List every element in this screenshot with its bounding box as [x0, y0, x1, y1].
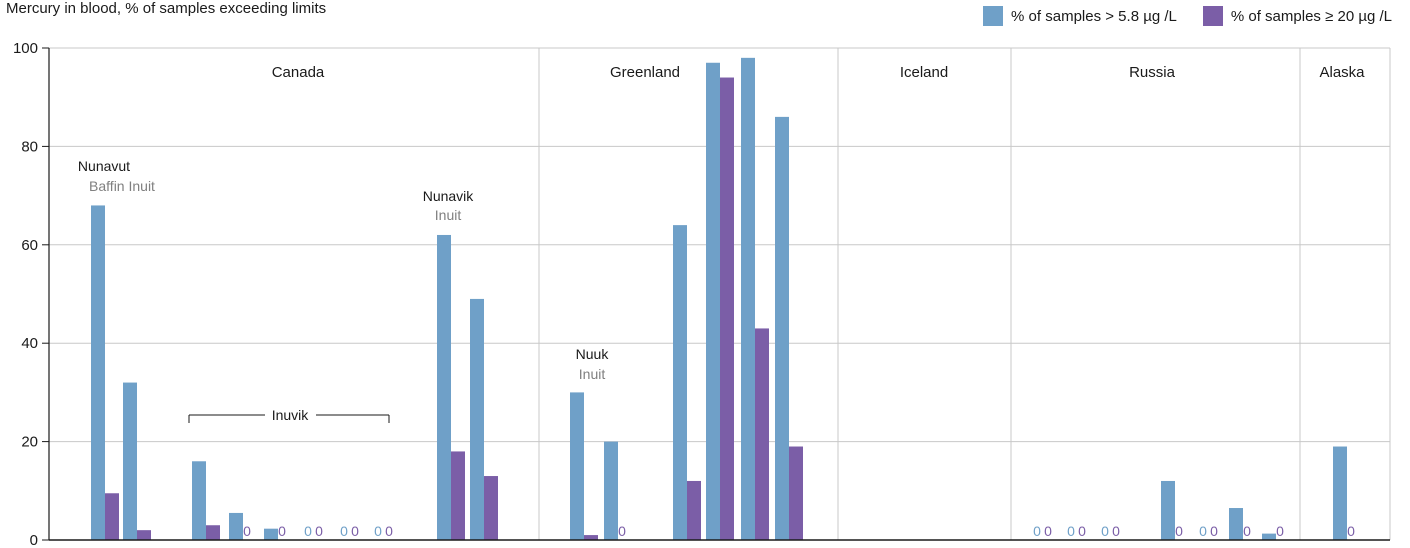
bar-series-2: [484, 476, 498, 540]
bar-series-1: [604, 441, 618, 540]
legend-label-series-1: % of samples > 5.8 µg /L: [1011, 7, 1177, 25]
y-tick-label: 60: [21, 237, 38, 254]
annotation-nuuk: Nuuk: [576, 346, 610, 362]
bar-series-1: [1262, 533, 1276, 540]
legend-item-series-2: % of samples ≥ 20 µg /L: [1202, 6, 1392, 26]
bar-series-2: [687, 480, 701, 540]
zero-label-series-2: 0: [1210, 523, 1218, 539]
zero-label-series-2: 0: [278, 523, 286, 539]
zero-label-series-2: 0: [1347, 523, 1355, 539]
region-label: Russia: [1129, 64, 1176, 81]
bar-series-2: [206, 525, 220, 540]
y-tick-label: 80: [21, 138, 38, 155]
zero-label-series-1: 0: [1067, 523, 1075, 539]
legend: % of samples > 5.8 µg /L % of samples ≥ …: [957, 6, 1392, 26]
zero-label-series-2: 0: [315, 523, 323, 539]
bar-series-1: [1229, 508, 1243, 540]
bar-series-2: [451, 451, 465, 540]
zero-label-series-1: 0: [1033, 523, 1041, 539]
bar-series-1: [1161, 480, 1175, 540]
region-label: Greenland: [610, 64, 680, 81]
bar-series-1: [192, 461, 206, 540]
zero-label-series-1: 0: [304, 523, 312, 539]
bar-series-1: [775, 116, 789, 540]
bar-series-1: [229, 512, 243, 540]
bar-series-2: [755, 328, 769, 540]
annotation-inuvik: Inuvik: [272, 407, 310, 423]
bar-series-1: [673, 225, 687, 540]
chart-title: Mercury in blood, % of samples exceeding…: [6, 0, 327, 17]
y-tick-label: 100: [13, 40, 38, 57]
legend-swatch-series-2: [1202, 6, 1223, 26]
bar-series-1: [706, 62, 720, 540]
bar-series-1: [570, 392, 584, 540]
zero-label-series-2: 0: [385, 523, 393, 539]
bar-series-1: [741, 57, 755, 541]
zero-label-series-1: 0: [340, 523, 348, 539]
annotation-nunavut: Nunavut: [78, 158, 130, 174]
zero-label-series-2: 0: [1078, 523, 1086, 539]
zero-label-series-1: 0: [1199, 523, 1207, 539]
bar-series-2: [137, 530, 151, 540]
zero-label-series-2: 0: [1276, 523, 1284, 539]
bar-series-2: [105, 493, 119, 540]
bar-series-1: [123, 382, 137, 540]
annotation-nunavik: Nunavik: [423, 188, 475, 204]
y-tick-label: 0: [30, 532, 38, 548]
zero-label-series-2: 0: [1175, 523, 1183, 539]
bar-series-2: [789, 446, 803, 540]
bar-series-1: [437, 234, 451, 540]
bar-series-1: [1333, 446, 1347, 540]
legend-swatch-series-1: [983, 6, 1004, 26]
annotation-nunavik-inuit: Inuit: [435, 207, 462, 223]
bar-series-1: [470, 298, 484, 540]
bar-series-1: [264, 528, 278, 540]
region-label: Alaska: [1319, 64, 1365, 81]
zero-label-series-1: 0: [1101, 523, 1109, 539]
zero-label-series-2: 0: [243, 523, 251, 539]
zero-label-series-1: 0: [374, 523, 382, 539]
bar-series-1: [91, 205, 105, 540]
bar-series-2: [584, 535, 598, 540]
legend-label-series-2: % of samples ≥ 20 µg /L: [1230, 7, 1392, 25]
zero-label-series-2: 0: [1112, 523, 1120, 539]
legend-item-series-1: % of samples > 5.8 µg /L: [983, 6, 1177, 26]
annotation-baffin-inuit: Baffin Inuit: [89, 178, 155, 194]
region-label: Canada: [272, 64, 325, 81]
zero-label-series-2: 0: [351, 523, 359, 539]
zero-label-series-2: 0: [618, 523, 626, 539]
region-label: Iceland: [900, 64, 948, 81]
y-tick-label: 40: [21, 335, 38, 352]
zero-label-series-2: 0: [1044, 523, 1052, 539]
bar-series-2: [720, 77, 734, 541]
zero-label-series-2: 0: [1243, 523, 1251, 539]
y-tick-label: 20: [21, 434, 38, 451]
annotation-nuuk-inuit: Inuit: [579, 366, 606, 382]
